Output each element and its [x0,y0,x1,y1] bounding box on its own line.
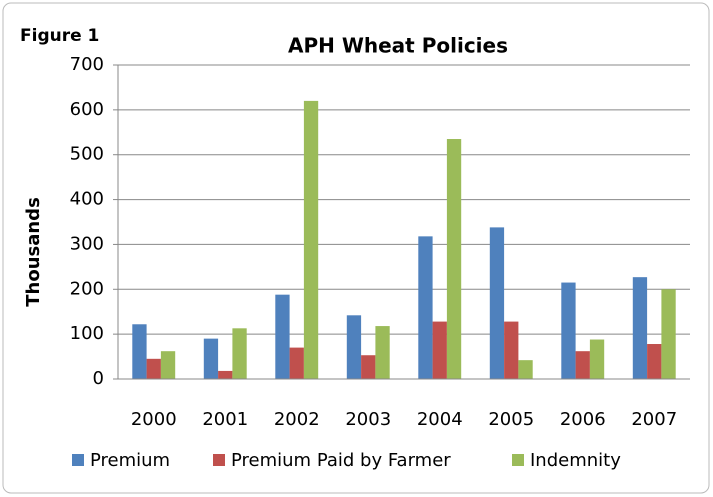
bar [504,321,519,379]
legend-label: Premium [90,450,170,471]
y-tick-label: 700 [70,54,104,75]
bar [418,236,433,379]
y-tick-label: 500 [70,144,104,165]
bar [432,321,447,379]
bar [146,358,161,379]
x-tick-label: 2005 [488,409,534,430]
x-tick-label: 2002 [274,409,320,430]
y-tick-label: 0 [93,368,104,389]
bar [632,277,648,379]
y-tick-label: 100 [70,323,104,344]
x-tick-label: 2001 [202,409,248,430]
bar [346,315,362,379]
y-tick-label: 400 [70,189,104,210]
bar [661,289,676,379]
bar [303,100,319,379]
legend-label: Indemnity [530,450,621,471]
bar [446,139,462,379]
x-tick-label: 2007 [631,409,677,430]
bar [218,370,233,379]
y-tick-label: 200 [70,278,104,299]
legend-swatch [72,454,84,466]
chart-title: APH Wheat Policies [288,34,508,58]
bar [589,339,605,379]
bar [647,344,662,379]
bar [203,338,219,379]
legend-label: Premium Paid by Farmer [231,450,451,471]
y-axis-label: Thousands [23,197,44,307]
x-tick-label: 2003 [345,409,391,430]
x-tick-label: 2004 [417,409,463,430]
x-tick-label: 2000 [131,409,177,430]
x-tick-label: 2006 [560,409,606,430]
bar [275,294,290,379]
y-tick-label: 600 [70,99,104,120]
bar [232,328,247,379]
bar [575,351,590,379]
bar [518,360,533,379]
figure-label: Figure 1 [20,26,99,46]
bar [361,355,376,379]
bar [561,282,576,379]
bar [132,324,147,379]
legend-swatch [213,454,225,466]
bar [160,351,176,379]
legend-swatch [512,454,524,466]
bar [375,326,390,379]
bar [489,227,505,379]
bar [289,347,304,379]
y-tick-label: 300 [70,233,104,254]
